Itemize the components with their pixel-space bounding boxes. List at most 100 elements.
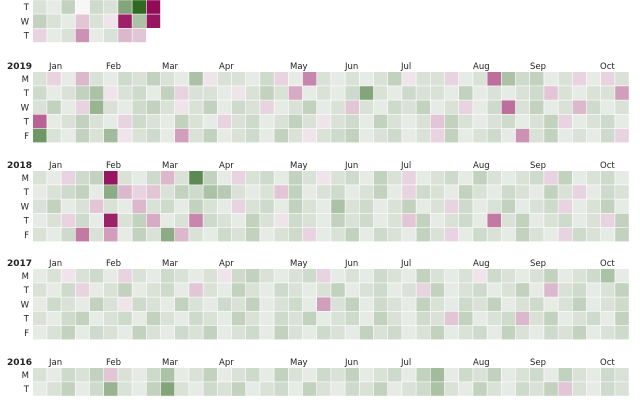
heatmap-cell-2016-m0-40 bbox=[601, 368, 615, 382]
heatmap-cell-2017-w2-24 bbox=[373, 297, 388, 311]
heatmap-cell-2019-t3-21 bbox=[331, 114, 345, 129]
day-label-2016-0: M bbox=[22, 371, 29, 381]
heatmap-cell-2018-t3-2 bbox=[61, 213, 75, 228]
heatmap-cell-2019-m0-28 bbox=[430, 72, 445, 86]
heatmap-cell-2017-m0-14 bbox=[231, 269, 246, 283]
month-label-2018-aug: Aug bbox=[473, 161, 490, 171]
heatmap-cell-2017-t1-31 bbox=[473, 283, 487, 297]
heatmap-cell-2019-t3-8 bbox=[146, 114, 161, 129]
heatmap-cell-2018-w2-20 bbox=[317, 199, 331, 213]
heatmap-cell-2019-m0-24 bbox=[373, 72, 388, 86]
heatmap-cell-2016-t1-0 bbox=[33, 382, 47, 396]
heatmap-cell-2018-f4-1 bbox=[47, 227, 61, 242]
heatmap-cell-2018-m0-20 bbox=[317, 171, 331, 185]
heatmap-cell-2018-t3-31 bbox=[473, 213, 487, 228]
month-label-2018-jan: Jan bbox=[48, 161, 62, 171]
day-label-2018-2: W bbox=[21, 202, 30, 212]
heatmap-cell-2017-m0-13 bbox=[217, 269, 232, 283]
heatmap-cell-2017-m0-2 bbox=[61, 269, 75, 283]
heatmap-cell-2019-m0-20 bbox=[317, 72, 331, 86]
heatmap-cell-2017-w2-27 bbox=[416, 297, 430, 311]
heatmap-cell-2017-w2-3 bbox=[75, 297, 90, 311]
heatmap-cell-2019-t3-3 bbox=[75, 114, 90, 129]
heatmap-cell-2019-t1-22 bbox=[345, 86, 359, 100]
heatmap-cell-2019-t1-19 bbox=[302, 86, 317, 100]
heatmap-cell-2019-w2-16 bbox=[260, 100, 274, 114]
heatmap-cell-2018-t3-21 bbox=[331, 213, 345, 228]
heatmap-cell-2017-t3-1 bbox=[47, 311, 61, 326]
heatmap-cell-2019-m0-29 bbox=[444, 72, 459, 86]
heatmap-cell-2018-m0-7 bbox=[132, 171, 146, 185]
heatmap-cell-2019-m0-14 bbox=[231, 72, 246, 86]
heatmap-cell-2017-f4-35 bbox=[530, 325, 544, 340]
heatmap-cell-2018-t1-28 bbox=[430, 185, 445, 199]
heatmap-cell-2019-f4-31 bbox=[473, 128, 487, 143]
heatmap-cell-2019-f4-19 bbox=[302, 128, 317, 143]
heatmap-cell-2018-w2-4 bbox=[89, 199, 104, 213]
heatmap-cell-2018-t1-26 bbox=[402, 185, 416, 199]
heatmap-cell-2017-m0-15 bbox=[246, 269, 260, 283]
heatmap-cell-2017-t1-10 bbox=[175, 283, 189, 297]
heatmap-cell-2016-t1-7 bbox=[132, 382, 146, 396]
heatmap-cell-2019-f4-11 bbox=[189, 128, 203, 143]
heatmap-cell-2019-f4-41 bbox=[615, 128, 629, 143]
heatmap-cell-2018-m0-27 bbox=[416, 171, 430, 185]
heatmap-cell-2017-t1-0 bbox=[33, 283, 47, 297]
heatmap-cell-2016-m0-35 bbox=[530, 368, 544, 382]
heatmap-cell-2018-t1-9 bbox=[160, 185, 175, 199]
heatmap-cell-2019-m0-40 bbox=[601, 72, 615, 86]
heatmap-cell-2018-f4-2 bbox=[61, 227, 75, 242]
heatmap-cell-2017-w2-19 bbox=[302, 297, 317, 311]
heatmap-cell-2019-f4-37 bbox=[558, 128, 572, 143]
heatmap-cell-2019-t1-13 bbox=[217, 86, 232, 100]
heatmap-cell-2018-t1-33 bbox=[501, 185, 516, 199]
heatmap-cell-2017-f4-20 bbox=[317, 325, 331, 340]
heatmap-cell-2018-t1-21 bbox=[331, 185, 345, 199]
heatmap-cell-2018-f4-28 bbox=[430, 227, 445, 242]
heatmap-cell-2016-t1-8 bbox=[146, 382, 161, 396]
heatmap-cell-2016-t1-22 bbox=[345, 382, 359, 396]
heatmap-cell-2017-t1-12 bbox=[203, 283, 217, 297]
heatmap-cell-2019-t1-21 bbox=[331, 86, 345, 100]
month-label-2016-feb: Feb bbox=[106, 358, 121, 368]
heatmap-cell-2019-t3-6 bbox=[118, 114, 132, 129]
month-label-2018-jul: Jul bbox=[400, 161, 411, 171]
heatmap-cell-2018-w2-38 bbox=[572, 199, 587, 213]
heatmap-cell-2016-m0-30 bbox=[459, 368, 473, 382]
heatmap-cell-2016-t1-35 bbox=[530, 382, 544, 396]
heatmap-cell-2018-t1-31 bbox=[473, 185, 487, 199]
heatmap-cell-2019-m0-4 bbox=[89, 72, 104, 86]
heatmap-cell-2017-w2-8 bbox=[146, 297, 161, 311]
heatmap-cell-2017-t3-26 bbox=[402, 311, 416, 326]
heatmap-cell-2017-f4-23 bbox=[359, 325, 374, 340]
heatmap-cell-2017-t1-38 bbox=[572, 283, 587, 297]
heatmap-cell-2019-f4-34 bbox=[515, 128, 530, 143]
heatmap-cell-2020-w2-3 bbox=[75, 14, 90, 28]
heatmap-cell-2019-w2-8 bbox=[146, 100, 161, 114]
heatmap-cell-2018-t1-34 bbox=[515, 185, 530, 199]
day-label-2017-4: F bbox=[24, 329, 29, 339]
heatmap-cell-2016-t1-3 bbox=[75, 382, 90, 396]
heatmap-cell-2017-t1-1 bbox=[47, 283, 61, 297]
heatmap-cell-2019-f4-14 bbox=[231, 128, 246, 143]
heatmap-cell-2019-m0-11 bbox=[189, 72, 203, 86]
heatmap-cell-2019-f4-24 bbox=[373, 128, 388, 143]
heatmap-cell-2017-t3-24 bbox=[373, 311, 388, 326]
heatmap-cell-2019-m0-33 bbox=[501, 72, 516, 86]
heatmap-cell-2018-w2-7 bbox=[132, 199, 146, 213]
heatmap-cell-2018-t3-39 bbox=[586, 213, 601, 228]
heatmap-cell-2018-w2-36 bbox=[544, 199, 558, 213]
heatmap-cell-2017-f4-11 bbox=[189, 325, 203, 340]
heatmap-cell-2019-m0-39 bbox=[586, 72, 601, 86]
heatmap-cell-2019-t3-32 bbox=[487, 114, 501, 129]
heatmap-cell-2017-t1-25 bbox=[388, 283, 402, 297]
heatmap-cell-2019-m0-25 bbox=[388, 72, 402, 86]
day-label-2019-4: F bbox=[24, 132, 29, 142]
heatmap-cell-2018-m0-17 bbox=[274, 171, 288, 185]
heatmap-cell-2018-m0-33 bbox=[501, 171, 516, 185]
heatmap-cell-2018-f4-40 bbox=[601, 227, 615, 242]
heatmap-cell-2018-f4-29 bbox=[444, 227, 459, 242]
heatmap-cell-2020-w2-0 bbox=[33, 14, 47, 28]
heatmap-cell-2016-m0-38 bbox=[572, 368, 587, 382]
heatmap-cell-2019-m0-19 bbox=[302, 72, 317, 86]
